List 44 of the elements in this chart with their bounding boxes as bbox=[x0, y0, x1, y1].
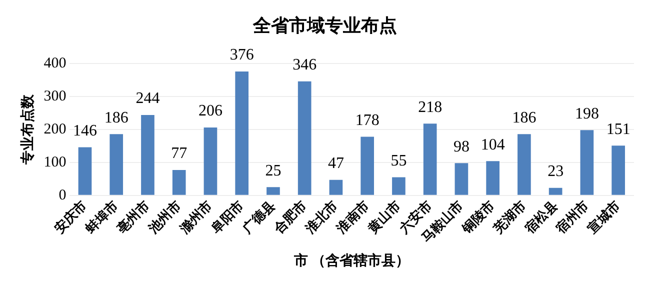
bar bbox=[548, 188, 562, 195]
chart-title: 全省市域专业布点 bbox=[252, 15, 397, 36]
data-label: 98 bbox=[453, 138, 470, 156]
bar bbox=[110, 134, 124, 195]
bar bbox=[518, 134, 531, 195]
y-tick-label: 0 bbox=[58, 187, 66, 204]
bar bbox=[298, 81, 312, 195]
bar bbox=[204, 128, 218, 195]
data-label: 198 bbox=[574, 105, 599, 122]
bar bbox=[141, 115, 154, 195]
bar bbox=[329, 180, 343, 195]
data-label: 47 bbox=[328, 155, 344, 172]
y-tick-label: 100 bbox=[44, 154, 66, 170]
bar bbox=[580, 130, 594, 195]
data-label: 186 bbox=[512, 109, 536, 126]
data-label: 25 bbox=[265, 162, 282, 180]
y-tick-label: 400 bbox=[44, 56, 66, 72]
data-label: 218 bbox=[418, 98, 442, 116]
data-label: 244 bbox=[136, 90, 160, 108]
data-label: 23 bbox=[548, 163, 564, 180]
bar bbox=[392, 177, 406, 195]
data-label: 376 bbox=[230, 46, 254, 64]
data-label: 55 bbox=[390, 152, 407, 170]
bar bbox=[612, 146, 625, 195]
bar bbox=[78, 147, 92, 195]
bar bbox=[423, 124, 437, 195]
data-label: 104 bbox=[480, 136, 505, 154]
data-label: 146 bbox=[72, 122, 97, 140]
bar bbox=[454, 163, 468, 195]
data-label: 206 bbox=[198, 102, 222, 120]
bar bbox=[172, 170, 186, 195]
data-label: 178 bbox=[355, 112, 380, 129]
bar bbox=[360, 136, 374, 195]
bar bbox=[486, 161, 500, 195]
data-label: 346 bbox=[292, 56, 317, 74]
x-axis-title: 市 （含省辖市县） bbox=[292, 252, 410, 270]
bar bbox=[266, 187, 280, 195]
y-tick-label: 200 bbox=[44, 121, 66, 138]
data-label: 186 bbox=[104, 109, 128, 126]
y-axis-title: 专业布点数 bbox=[19, 94, 36, 166]
data-label: 151 bbox=[606, 120, 630, 138]
data-label: 77 bbox=[171, 145, 188, 162]
y-tick-label: 300 bbox=[44, 88, 66, 104]
bar bbox=[235, 72, 249, 195]
